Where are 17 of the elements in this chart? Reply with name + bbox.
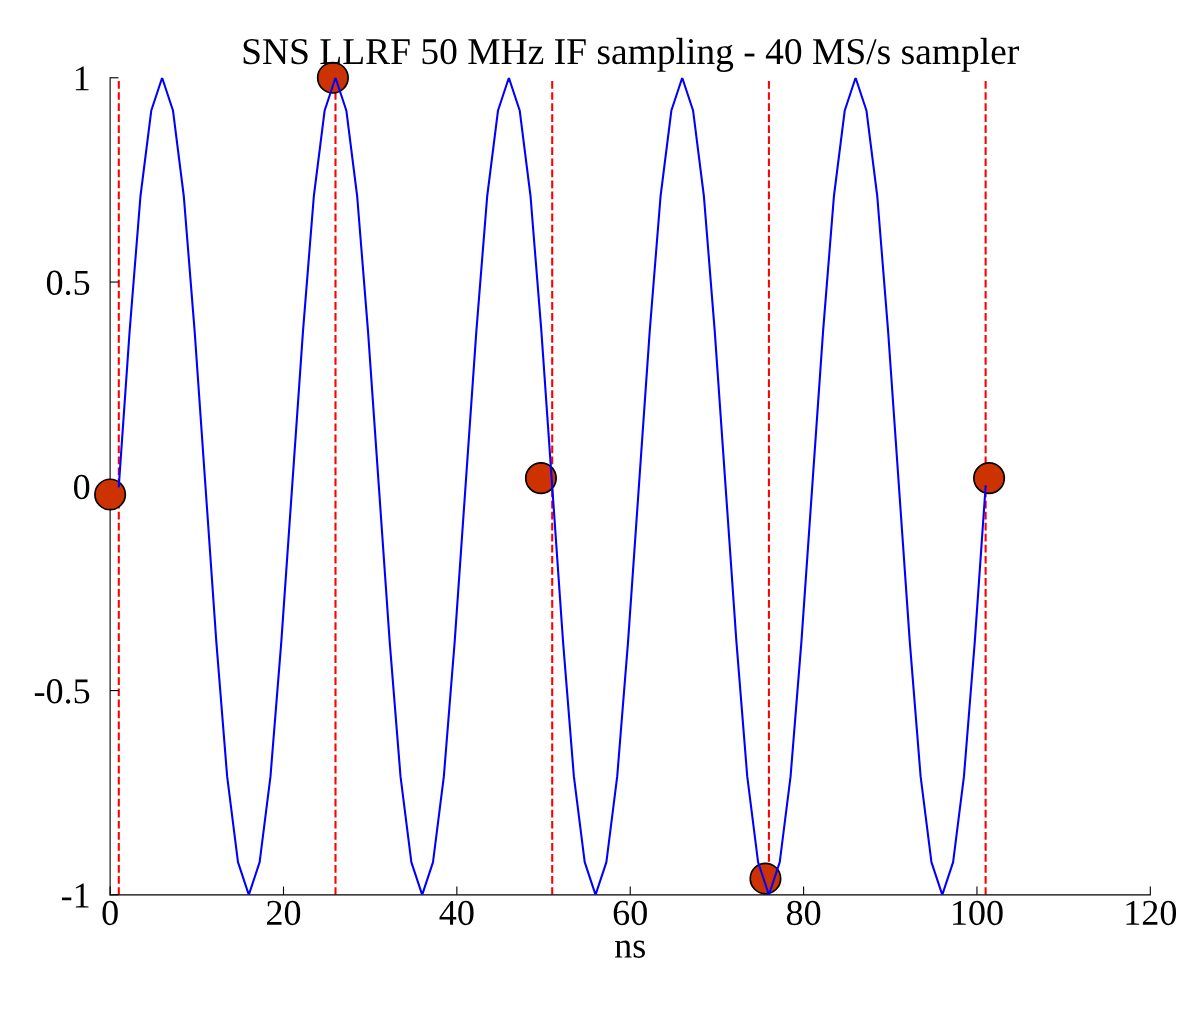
y-tick-label: -0.5 (34, 679, 90, 704)
x-tick-label: 60 (613, 900, 647, 926)
y-tick-label: 0 (74, 474, 90, 500)
point (94, 478, 127, 511)
point (524, 462, 557, 495)
y-tick-label: 0.5 (46, 270, 90, 296)
x-tick-label: 0 (102, 900, 118, 926)
x-axis-title: ns (614, 940, 645, 958)
x-tick-label: 100 (953, 900, 1003, 926)
x-tick-label: 80 (786, 900, 821, 926)
point (973, 462, 1006, 495)
y-tick-label: -1 (61, 883, 89, 908)
x-tick-label: 20 (267, 900, 301, 926)
y-tick-label: 1 (75, 66, 89, 91)
x-tick-label: 120 (1126, 900, 1177, 926)
chart-title: SNS LLRF 50 MHz IF sampling - 40 MS/s sampler (243, 37, 1019, 72)
x-tick-label: 40 (439, 900, 474, 926)
